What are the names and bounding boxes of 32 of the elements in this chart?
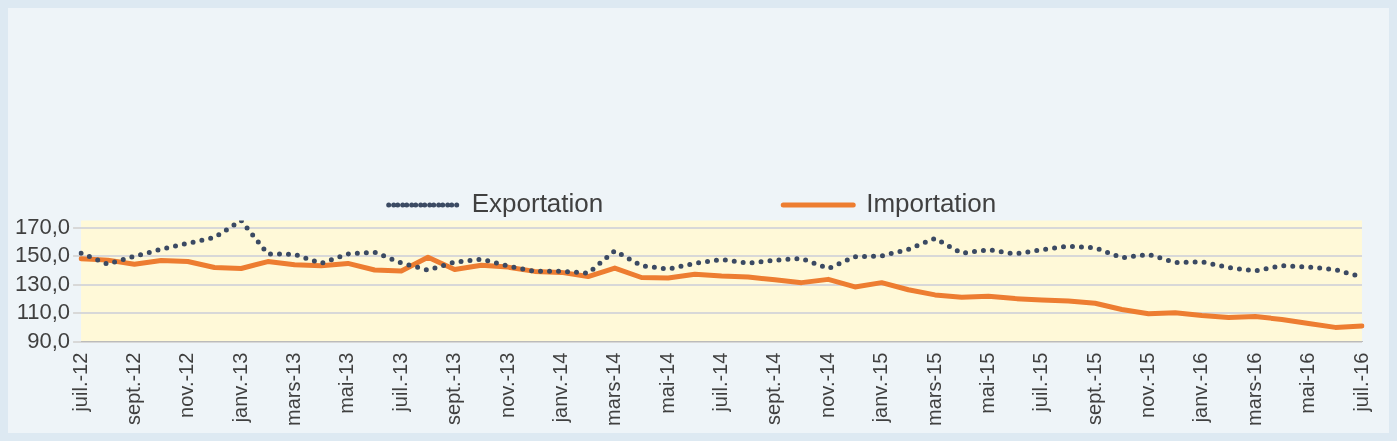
x-tick-label: janv.-14 — [548, 352, 571, 424]
x-tick-label: juil.-13 — [388, 352, 411, 413]
y-tick-label: 170,0 — [14, 213, 71, 239]
y-tick-label: 130,0 — [14, 270, 71, 296]
x-tick-label: juil.-12 — [68, 352, 91, 413]
x-tick-label: mars-13 — [282, 352, 305, 427]
x-tick-label: mai-13 — [335, 352, 358, 414]
x-tick-label: mai-15 — [975, 352, 998, 414]
x-tick-label: mai-14 — [655, 352, 678, 414]
legend-label: Exportation — [471, 188, 604, 219]
x-tick-label: nov.-15 — [1136, 352, 1159, 418]
y-tick-label: 110,0 — [16, 299, 71, 325]
x-tick-label: janv.-13 — [228, 352, 251, 424]
x-tick-label: sept.-14 — [762, 352, 785, 425]
y-tick-label: 90,0 — [27, 327, 71, 353]
x-tick-label: mars-15 — [922, 352, 945, 427]
x-tick-label: sept.-12 — [121, 352, 144, 425]
y-tick-label: 150,0 — [14, 242, 71, 268]
x-tick-label: juil.-16 — [1349, 352, 1372, 413]
x-tick-label: mars-16 — [1242, 352, 1265, 427]
x-tick-label: mars-14 — [602, 352, 625, 427]
x-tick-label: sept.-13 — [442, 352, 465, 425]
x-tick-label: janv.-15 — [869, 352, 892, 424]
x-tick-label: sept.-15 — [1082, 352, 1105, 425]
legend-label: Importation — [866, 188, 997, 219]
x-tick-label: janv.-16 — [1189, 352, 1212, 424]
x-tick-label: nov.-14 — [815, 352, 838, 418]
x-tick-label: nov.-13 — [495, 352, 518, 418]
x-tick-label: juil.-15 — [1029, 352, 1052, 413]
x-tick-label: mai-16 — [1296, 352, 1319, 414]
x-tick-label: juil.-14 — [709, 352, 732, 413]
x-tick-label: nov.-12 — [175, 352, 198, 418]
